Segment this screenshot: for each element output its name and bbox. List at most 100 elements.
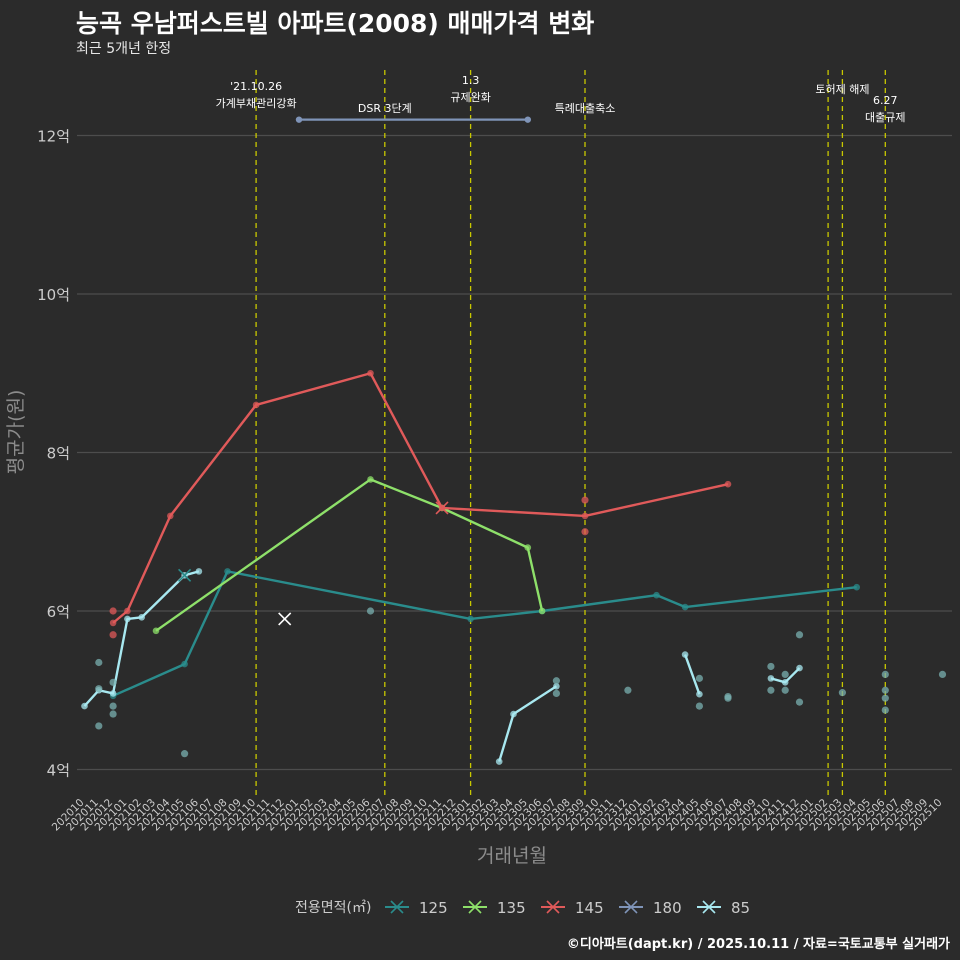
- series-line-135: [155, 478, 544, 632]
- scatter-point-125: [552, 689, 561, 698]
- cross-marker-145: [435, 501, 449, 515]
- cross-marker-125: [178, 568, 192, 582]
- y-tick-label: 6억: [47, 603, 70, 621]
- data-point-145: [367, 369, 374, 377]
- scatter-point-125: [781, 670, 789, 679]
- data-point-85: [681, 651, 689, 658]
- scatter-point-125: [109, 710, 117, 718]
- data-point-135: [538, 607, 546, 615]
- scatter-point-125: [781, 686, 789, 694]
- scatter-point-125: [795, 631, 804, 639]
- scatter-point-125: [109, 702, 117, 710]
- scatter-point-125: [181, 750, 189, 758]
- scatter-point-125: [695, 702, 704, 710]
- legend-label-145: 145: [575, 899, 604, 917]
- data-point-135: [152, 627, 160, 635]
- event-label: 규제완화: [450, 91, 490, 104]
- data-point-135: [524, 544, 532, 551]
- scatter-point-145: [581, 528, 589, 536]
- event-label: 가계부채관리강화: [216, 97, 297, 110]
- y-tick-label: 8억: [47, 445, 70, 463]
- series-line-85: [498, 685, 558, 762]
- data-point-145: [167, 512, 174, 520]
- series-line-145: [112, 372, 729, 624]
- legend-title: 전용면적(㎡): [295, 900, 371, 916]
- data-point-125: [853, 583, 860, 591]
- scatter-point-145: [109, 631, 117, 639]
- y-tick-label: 4억: [47, 762, 70, 780]
- data-point-125: [467, 615, 474, 623]
- chart-title: 능곡 우남퍼스트빌 아파트(2008) 매매가격 변화: [76, 9, 595, 38]
- data-point-125: [681, 603, 689, 611]
- scatter-point-145: [581, 496, 589, 504]
- chart-subtitle: 최근 5개년 한정: [76, 41, 172, 57]
- event-label: 토허제 해제: [815, 82, 869, 96]
- x-axis-title: 거래년월: [477, 845, 547, 867]
- data-point-85: [81, 702, 88, 710]
- legend-label-125: 125: [419, 899, 448, 917]
- data-point-145: [581, 512, 589, 520]
- scatter-point-125: [838, 689, 847, 697]
- scatter-point-125: [552, 677, 561, 685]
- data-point-145: [724, 480, 732, 488]
- scatter-point-125: [109, 678, 117, 686]
- data-point-85: [109, 690, 117, 697]
- range-point-180: [295, 116, 303, 123]
- event-label: 1.3: [462, 74, 480, 87]
- scatter-point-125: [767, 686, 775, 694]
- data-point-125: [224, 568, 231, 575]
- data-point-85: [510, 710, 517, 718]
- scatter-point-145: [109, 607, 117, 615]
- event-label: DSR 3단계: [358, 102, 412, 115]
- y-tick-label: 10억: [37, 286, 70, 304]
- data-point-85: [781, 679, 789, 686]
- event-label: 특례대출축소: [555, 102, 616, 115]
- data-point-145: [124, 607, 131, 615]
- event-label: 6.27: [873, 94, 898, 107]
- cross-marker-180: [278, 612, 292, 626]
- data-point-85: [796, 664, 803, 672]
- legend-key-cross-125: [390, 900, 404, 914]
- data-point-125: [653, 591, 660, 599]
- legend-label-85: 85: [731, 899, 750, 917]
- scatter-point-125: [938, 670, 947, 679]
- data-point-85: [195, 568, 203, 575]
- scatter-point-125: [881, 686, 889, 694]
- scatter-point-125: [95, 658, 103, 667]
- scatter-point-125: [95, 722, 103, 730]
- data-point-135: [367, 476, 374, 483]
- legend-key-cross-135: [468, 900, 482, 914]
- source-credit: ©디아파트(dapt.kr) / 2025.10.11 / 자료=국토교통부 실…: [566, 937, 950, 952]
- scatter-point-125: [881, 694, 889, 702]
- data-point-85: [696, 690, 703, 698]
- legend-key-cross-145: [546, 900, 560, 914]
- scatter-point-125: [881, 670, 889, 679]
- legend-key-cross-180: [624, 900, 638, 914]
- y-tick-label: 12억: [37, 128, 70, 146]
- series-line-125: [112, 570, 857, 697]
- data-point-85: [138, 614, 145, 621]
- scatter-point-125: [695, 674, 704, 682]
- scatter-point-125: [95, 685, 103, 693]
- scatter-point-125: [724, 692, 732, 701]
- event-label: '21.10.26: [230, 80, 282, 93]
- scatter-point-125: [795, 698, 804, 706]
- data-point-85: [767, 675, 775, 682]
- data-point-145: [109, 619, 117, 627]
- series-line-85: [83, 570, 200, 707]
- legend-label-180: 180: [653, 899, 682, 917]
- scatter-point-125: [767, 662, 775, 671]
- data-point-85: [553, 682, 560, 690]
- series-line-85: [683, 654, 701, 695]
- legend-label-135: 135: [497, 899, 526, 917]
- data-point-85: [124, 615, 131, 623]
- event-label: 대출규제: [865, 111, 905, 124]
- scatter-point-125: [366, 607, 375, 615]
- range-point-180: [524, 116, 531, 123]
- scatter-point-125: [881, 706, 889, 714]
- data-point-85: [495, 758, 503, 765]
- scatter-point-125: [624, 686, 632, 694]
- y-axis-title: 평균가(원): [5, 390, 27, 475]
- data-point-145: [252, 401, 260, 409]
